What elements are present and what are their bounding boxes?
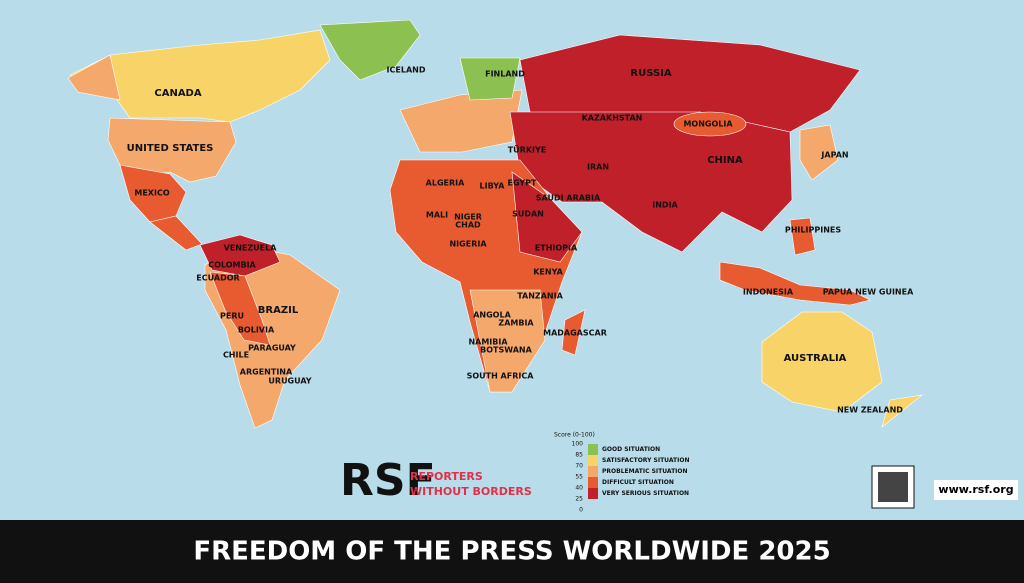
country-label: CHINA [707,155,743,166]
mongolia-shape [673,111,747,137]
country-label: ZAMBIA [498,319,534,328]
qr-pattern [878,472,908,502]
legend-swatch [588,455,598,466]
indonesia-shape [719,261,871,306]
legend-tick: 70 [575,463,583,470]
country-label: TANZANIA [517,292,563,301]
legend-tick: 55 [575,474,583,481]
title-bar [0,520,1024,583]
legend-swatch [588,488,598,499]
country-label: CHAD [455,221,481,230]
legend-label: SATISFACTORY SITUATION [602,457,689,464]
country-label: NIGER [454,213,482,222]
nordic-shape [459,57,521,101]
country-label: BRAZIL [258,305,299,316]
logo-mark: RSF [340,455,436,506]
venezuela-shape [199,234,281,277]
country-label: IRAN [587,163,609,172]
logo-line: WITHOUT BORDERS [410,485,532,498]
country-label: PHILIPPINES [785,226,841,235]
country-label: FINLAND [485,70,525,79]
legend-tick: 40 [575,485,583,492]
country-label: ANGOLA [473,311,511,320]
madagascar-shape [561,309,586,356]
alaska-shape [67,54,121,101]
country-label: ETHIOPIA [535,244,578,253]
asia-shape [509,111,793,253]
legend-tick: 100 [572,441,584,448]
horn-shape [511,171,583,263]
country-label: CANADA [154,88,201,99]
country-label: SOUTH AFRICA [467,372,535,381]
australia-shape [761,311,883,413]
country-label: CHILE [223,351,249,360]
legend-swatch [588,466,598,477]
title: FREEDOM OF THE PRESS WORLDWIDE 2025 [193,537,830,567]
url-box [934,480,1018,500]
country-label: KAZAKHSTAN [582,114,643,123]
country-label: BOTSWANA [480,346,532,355]
europe-shape [399,89,523,153]
us-shape [107,117,237,183]
central-america-shape [149,215,203,251]
country-label: NIGERIA [449,240,487,249]
country-label: MONGOLIA [683,120,733,129]
country-label: URUGUAY [268,377,311,386]
country-label: UNITED STATES [127,143,214,154]
country-label: NAMIBIA [468,338,508,347]
legend-tick: 0 [579,507,583,514]
legend-label: VERY SERIOUS SITUATION [602,490,689,497]
country-label: ICELAND [387,66,426,75]
country-label: AUSTRALIA [784,353,847,364]
country-label: PERU [220,312,244,321]
country-label: INDIA [652,201,678,210]
country-label: LIBYA [480,182,506,191]
country-label: NEW ZEALAND [837,406,903,415]
andes-shape [209,271,271,346]
country-label: INDONESIA [743,288,794,297]
legend-swatch [588,444,598,455]
country-label: KENYA [533,268,563,277]
legend-swatch [588,477,598,488]
country-label: EGYPT [508,179,538,188]
canada-shape [69,29,331,123]
country-label: TÜRKIYE [508,145,547,155]
philippines-shape [789,217,816,256]
legend-tick: 85 [575,452,583,459]
legend-label: DIFFICULT SITUATION [602,479,674,486]
country-label: ARGENTINA [240,368,293,377]
country-label: COLOMBIA [208,261,256,270]
country-label: ECUADOR [196,274,239,283]
greenland-shape [319,19,421,81]
country-label: PAPUA NEW GUINEA [823,288,914,297]
legend-label: PROBLEMATIC SITUATION [602,468,688,475]
country-label: MALI [426,211,448,220]
nz-shape [881,394,924,428]
country-label: BOLIVIA [238,326,275,335]
legend-title: Score (0-100) [554,432,595,439]
country-label: JAPAN [820,151,848,160]
country-label: MEXICO [134,189,169,198]
country-label: SUDAN [512,210,544,219]
logo-line: REPORTERS [410,470,483,483]
country-label: ALGERIA [426,179,465,188]
legend-label: GOOD SITUATION [602,446,660,453]
legend-tick: 25 [575,496,583,503]
url[interactable]: www.rsf.org [938,483,1013,496]
country-label: RUSSIA [630,68,671,79]
country-label: MADAGASCAR [543,329,607,338]
country-label: SAUDI ARABIA [536,194,601,203]
land [67,19,924,429]
country-label: PARAGUAY [248,344,296,353]
japan-korea-shape [799,124,839,181]
southern-africa-shape [469,289,546,393]
country-label: VENEZUELA [224,244,278,253]
